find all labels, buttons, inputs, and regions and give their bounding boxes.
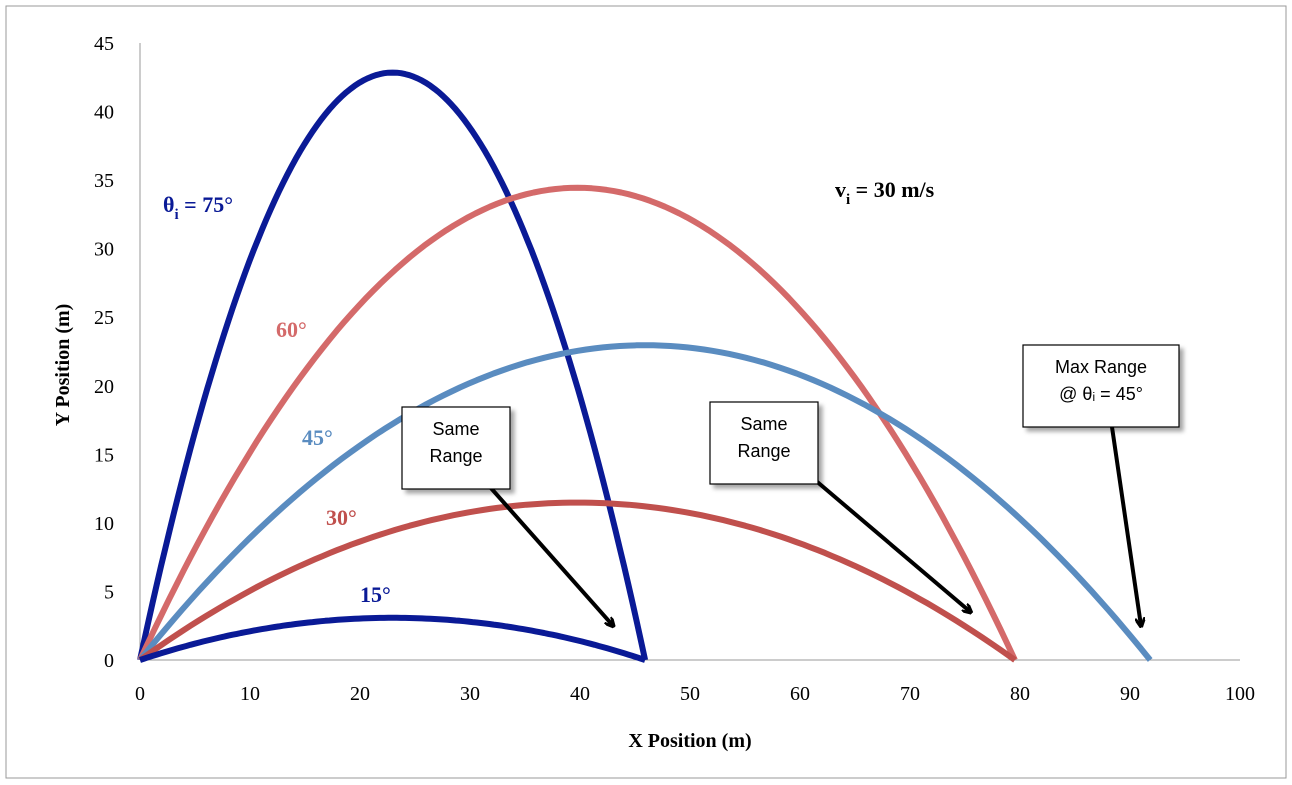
x-tick-label: 20 — [350, 683, 370, 705]
trajectory-label-45: 45° — [302, 425, 333, 450]
x-tick-label: 0 — [135, 683, 145, 705]
x-tick-label: 100 — [1225, 683, 1255, 705]
x-tick-label: 30 — [460, 683, 480, 705]
annotation-box — [401, 406, 511, 490]
trajectory-45 — [137, 342, 1153, 662]
x-tick-label: 40 — [570, 683, 590, 705]
trajectory-label-15: 15° — [360, 582, 391, 607]
trajectory-60 — [137, 184, 1018, 662]
y-tick-label: 20 — [94, 376, 114, 398]
annotation-text: Max Range — [1055, 357, 1147, 377]
annotation-text: Same — [740, 414, 787, 434]
x-tick-label: 80 — [1010, 683, 1030, 705]
trajectory-labels: θi = 75° 60° 45° 30° 15° — [163, 192, 391, 607]
y-tick-label: 15 — [94, 444, 114, 466]
annotation-text: @ θᵢ = 45° — [1059, 384, 1143, 404]
annotation-arrow — [813, 478, 971, 612]
trajectory-label-30: 30° — [326, 505, 357, 530]
x-tick-labels: 0 10 20 30 40 50 60 70 80 90 100 — [135, 683, 1255, 705]
annotation-text: Range — [429, 446, 482, 466]
x-tick-label: 90 — [1120, 683, 1140, 705]
annotation-text: Range — [737, 441, 790, 461]
trajectory-label-60: 60° — [276, 317, 307, 342]
x-tick-label: 10 — [240, 683, 260, 705]
annotation-box — [1022, 344, 1180, 428]
x-tick-label: 60 — [790, 683, 810, 705]
trajectory-label-75: θi = 75° — [163, 192, 233, 223]
y-tick-label: 30 — [94, 239, 114, 261]
y-axis-title: Y Position (m) — [52, 304, 74, 427]
annotation-box — [709, 401, 819, 485]
x-axis-title: X Position (m) — [628, 730, 751, 752]
initial-speed-label: vi = 30 m/s — [835, 177, 935, 208]
y-tick-label: 35 — [94, 170, 114, 192]
trajectory-30 — [138, 499, 1017, 663]
y-tick-label: 0 — [104, 650, 114, 672]
annotation-text: Same — [432, 419, 479, 439]
y-tick-labels: 0 5 10 15 20 25 30 35 40 45 — [94, 33, 114, 672]
trajectory-75 — [137, 69, 649, 661]
y-tick-label: 40 — [94, 102, 114, 124]
trajectory-curves — [137, 69, 1153, 663]
trajectory-15 — [139, 614, 647, 663]
y-tick-label: 25 — [94, 307, 114, 329]
annotations: Same Range Same Range Max Range @ θᵢ = 45° — [401, 344, 1180, 626]
x-tick-label: 70 — [900, 683, 920, 705]
y-tick-label: 45 — [94, 33, 114, 55]
x-tick-label: 50 — [680, 683, 700, 705]
annotation-arrow — [488, 485, 613, 626]
y-tick-label: 10 — [94, 513, 114, 535]
annotation-arrow — [1110, 426, 1141, 626]
y-tick-label: 5 — [104, 581, 114, 603]
